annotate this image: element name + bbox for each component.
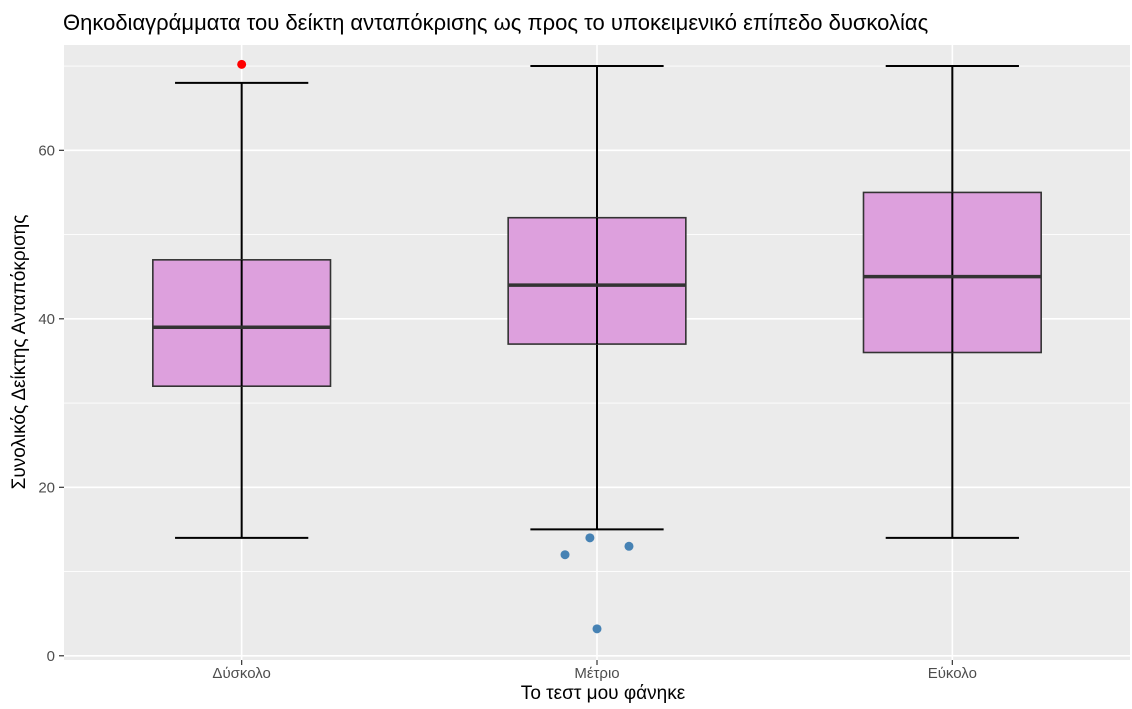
x-tick-label: Εύκολο: [928, 665, 977, 682]
y-tick-label: 20: [38, 479, 55, 496]
box-group: [152, 59, 332, 539]
outlier-point: [237, 59, 247, 69]
x-tick-label: Δύσκολο: [212, 665, 270, 682]
boxplot-series: [152, 59, 1042, 634]
outlier-point: [560, 550, 570, 560]
y-axis: 0 20 40 60: [38, 142, 64, 665]
y-tick-label: 40: [38, 311, 55, 328]
box-group: [862, 65, 1042, 539]
y-axis-title: Συνολικός Δείκτης Ανταπόκρισης: [9, 215, 30, 490]
x-tick-label: Μέτριο: [574, 665, 619, 682]
y-tick-label: 60: [38, 142, 55, 159]
chart-title: Θηκοδιαγράμματα του δείκτη ανταπόκρισης …: [63, 10, 928, 35]
x-axis-title: Το τεστ μου φάνηκε: [521, 683, 686, 704]
outlier-point: [585, 533, 595, 543]
x-axis: Δύσκολο Μέτριο Εύκολο: [212, 660, 977, 682]
outlier-point: [592, 624, 602, 634]
box-group: [507, 65, 687, 634]
y-tick-label: 0: [47, 648, 55, 665]
outlier-point: [624, 541, 634, 551]
